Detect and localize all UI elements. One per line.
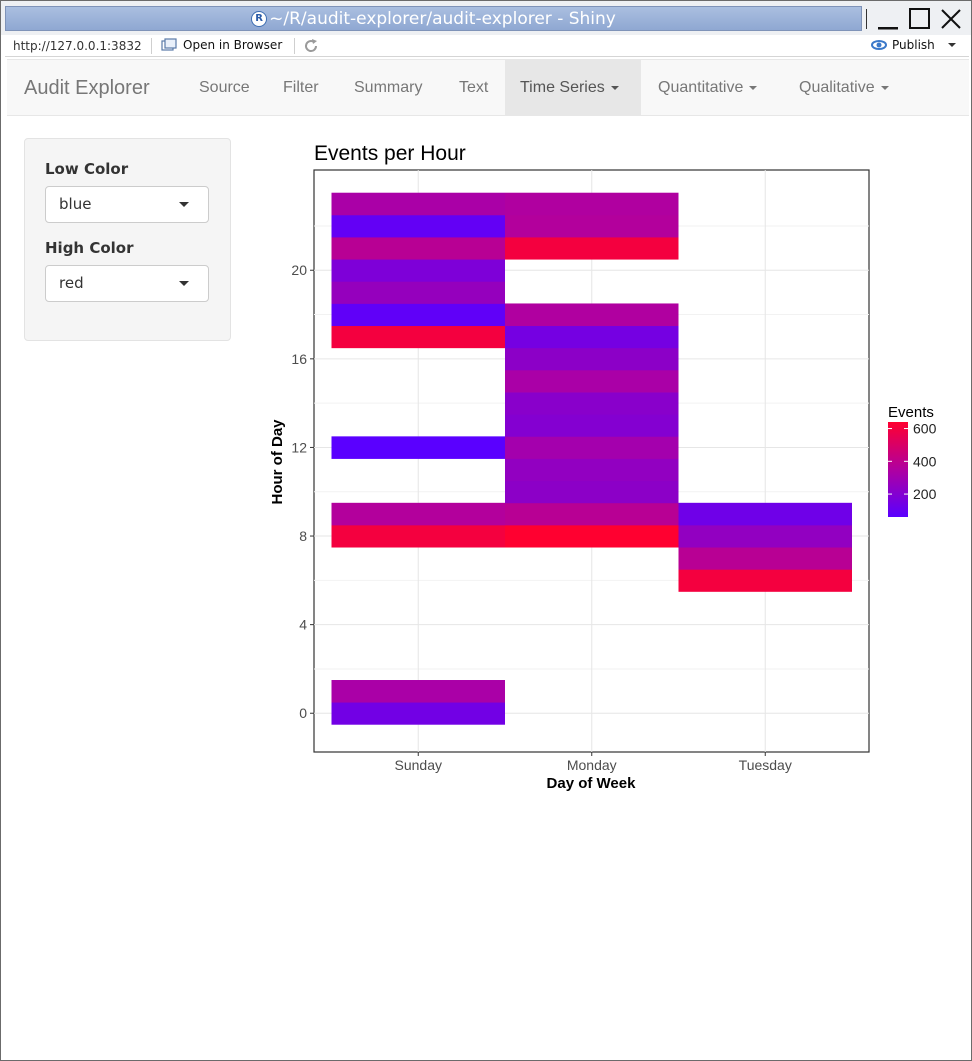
tab-label: Source (199, 79, 250, 96)
browser-icon (161, 38, 177, 51)
heatmap-cell: 220 (505, 392, 679, 415)
y-tick-label: 16 (291, 351, 307, 367)
tab-text[interactable]: Text (444, 60, 503, 115)
heatmap-cell: 230 (505, 347, 679, 371)
heatmap-cell: 90 (331, 214, 505, 238)
tab-time-series[interactable]: Time Series (505, 60, 641, 115)
window-title: ~/R/audit-explorer/audit-explorer - Shin… (269, 8, 616, 29)
heatmap-cell: 640 (505, 524, 679, 548)
chevron-down-icon (179, 281, 189, 286)
title-bar: R ~/R/audit-explorer/audit-explorer - Sh… (1, 1, 971, 35)
x-tick-label: Monday (567, 757, 617, 773)
chevron-down-icon (749, 85, 758, 90)
low-color-label: Low Color (45, 160, 129, 178)
tab-label: Text (459, 79, 489, 96)
y-axis-label: Hour of Day (269, 419, 286, 505)
heatmap-cell: 380 (505, 502, 679, 526)
high-color-value: red (59, 274, 84, 292)
tab-filter[interactable]: Filter (268, 60, 334, 115)
heatmap-cell: 80 (331, 303, 505, 327)
heatmap-cell: 250 (505, 458, 679, 482)
heatmap-cell: 330 (331, 192, 505, 216)
legend-tick-label: 600 (913, 421, 937, 437)
open-in-browser-label: Open in Browser (183, 38, 283, 52)
tab-label: Time Series (520, 79, 605, 96)
heatmap-cell: 200 (505, 414, 679, 437)
x-tick-label: Tuesday (739, 757, 792, 773)
publish-label: Publish (892, 38, 935, 52)
heatmap-cell: 310 (505, 436, 679, 459)
tab-label: Summary (354, 79, 423, 96)
heatmap-cell: 380 (678, 547, 852, 570)
y-tick-label: 8 (299, 528, 307, 544)
publish-button[interactable]: Publish (871, 38, 956, 52)
chevron-down-icon (179, 202, 189, 207)
app-brand[interactable]: Audit Explorer (24, 77, 150, 99)
heatmap-cell: 140 (331, 702, 505, 725)
refresh-icon[interactable] (303, 38, 319, 54)
tab-label: Quantitative (658, 79, 744, 96)
toolbar-divider (151, 38, 152, 54)
heatmap-cell: 330 (505, 369, 679, 393)
url-display[interactable]: http://127.0.0.1:3832 (13, 39, 142, 53)
viewer-toolbar: http://127.0.0.1:3832 Open in Browser Pu… (5, 35, 969, 57)
heatmap-cell: 260 (331, 281, 505, 304)
legend-colorbar (888, 422, 908, 517)
heatmap-cell: 250 (678, 524, 852, 548)
heatmap-cell: 230 (505, 480, 679, 504)
y-tick-label: 0 (299, 705, 307, 721)
heatmap-cell: 150 (505, 325, 679, 349)
open-in-browser-button[interactable]: Open in Browser (161, 38, 282, 52)
close-icon[interactable] (937, 5, 965, 33)
low-color-value: blue (59, 195, 92, 213)
events-heatmap-chart: Events per Hour 140330600360606008026018… (269, 142, 937, 792)
heatmap-cell: 130 (678, 502, 852, 526)
y-tick-label: 4 (299, 617, 307, 633)
chevron-down-icon (947, 43, 956, 47)
minimize-icon[interactable] (875, 5, 903, 33)
heatmap-cell: 600 (678, 569, 852, 592)
heatmap-cell: 350 (505, 192, 679, 216)
x-tick-label: Sunday (395, 757, 442, 773)
chart-title: Events per Hour (314, 142, 466, 165)
y-tick-label: 12 (291, 439, 307, 455)
high-color-select[interactable]: red (45, 265, 209, 302)
legend-title: Events (888, 404, 934, 421)
navbar: Audit Explorer Source Filter Summary Tex… (7, 59, 969, 116)
heatmap-cell: 380 (331, 237, 505, 260)
maximize-icon[interactable] (906, 5, 934, 33)
heatmap-cell: 360 (331, 502, 505, 526)
tab-summary[interactable]: Summary (339, 60, 437, 115)
heatmap-cell: 600 (505, 237, 679, 260)
sidebar-panel: Low Color blue High Color red (24, 138, 231, 341)
heatmap-cell: 350 (505, 303, 679, 327)
tab-qualitative[interactable]: Qualitative (784, 60, 904, 115)
y-tick-label: 20 (291, 262, 307, 278)
publish-icon (871, 40, 887, 50)
heatmap-cell: 600 (331, 524, 505, 548)
legend-tick-label: 200 (913, 486, 937, 502)
heatmap-cell: 330 (331, 680, 505, 703)
chevron-down-icon (610, 85, 619, 90)
tab-source[interactable]: Source (184, 60, 265, 115)
x-axis-label: Day of Week (547, 775, 637, 792)
heatmap-cell: 180 (331, 259, 505, 282)
tab-label: Qualitative (799, 79, 875, 96)
heatmap-cell: 360 (505, 214, 679, 238)
toolbar-divider (294, 38, 295, 54)
r-logo-icon: R (251, 10, 268, 27)
chevron-down-icon (880, 85, 889, 90)
low-color-select[interactable]: blue (45, 186, 209, 223)
heatmap-cell: 60 (331, 436, 505, 459)
legend-tick-label: 400 (913, 453, 937, 469)
tab-quantitative[interactable]: Quantitative (643, 60, 772, 115)
high-color-label: High Color (45, 239, 134, 257)
title-bar-divider (866, 9, 867, 29)
tab-label: Filter (283, 79, 319, 96)
heatmap-cell: 600 (331, 325, 505, 349)
title-bar-caption[interactable]: R ~/R/audit-explorer/audit-explorer - Sh… (5, 6, 862, 31)
